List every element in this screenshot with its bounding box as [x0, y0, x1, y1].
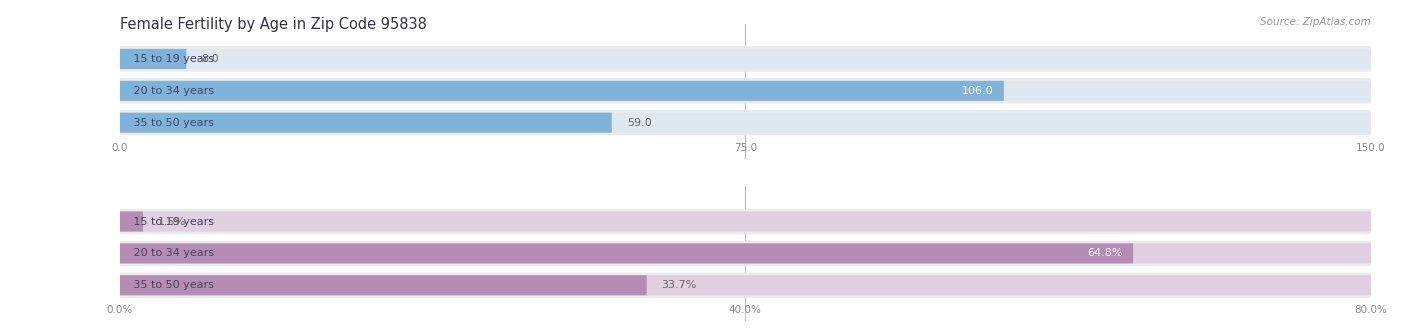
FancyBboxPatch shape — [120, 78, 1371, 104]
Text: 20 to 34 years: 20 to 34 years — [129, 248, 214, 259]
Text: 1.5%: 1.5% — [157, 216, 186, 226]
FancyBboxPatch shape — [120, 110, 1371, 135]
FancyBboxPatch shape — [120, 49, 186, 69]
FancyBboxPatch shape — [120, 113, 612, 133]
FancyBboxPatch shape — [120, 81, 1371, 101]
Text: 59.0: 59.0 — [627, 118, 651, 128]
FancyBboxPatch shape — [120, 272, 1371, 298]
FancyBboxPatch shape — [120, 46, 1371, 72]
Text: 8.0: 8.0 — [201, 54, 219, 64]
Text: Source: ZipAtlas.com: Source: ZipAtlas.com — [1260, 17, 1371, 26]
FancyBboxPatch shape — [120, 81, 1004, 101]
Text: 64.8%: 64.8% — [1088, 248, 1123, 259]
FancyBboxPatch shape — [120, 212, 143, 232]
FancyBboxPatch shape — [120, 113, 1371, 133]
FancyBboxPatch shape — [120, 275, 1371, 295]
Text: 20 to 34 years: 20 to 34 years — [129, 86, 214, 96]
FancyBboxPatch shape — [120, 49, 1371, 69]
Text: 35 to 50 years: 35 to 50 years — [129, 280, 214, 290]
FancyBboxPatch shape — [120, 209, 1371, 234]
Text: 15 to 19 years: 15 to 19 years — [129, 216, 214, 226]
Text: 35 to 50 years: 35 to 50 years — [129, 118, 214, 128]
FancyBboxPatch shape — [120, 241, 1371, 266]
Text: Female Fertility by Age in Zip Code 95838: Female Fertility by Age in Zip Code 9583… — [120, 17, 426, 31]
FancyBboxPatch shape — [120, 243, 1133, 263]
FancyBboxPatch shape — [120, 212, 1371, 232]
FancyBboxPatch shape — [120, 243, 1371, 263]
FancyBboxPatch shape — [120, 275, 647, 295]
Text: 33.7%: 33.7% — [662, 280, 697, 290]
Text: 106.0: 106.0 — [962, 86, 994, 96]
Text: 15 to 19 years: 15 to 19 years — [129, 54, 214, 64]
